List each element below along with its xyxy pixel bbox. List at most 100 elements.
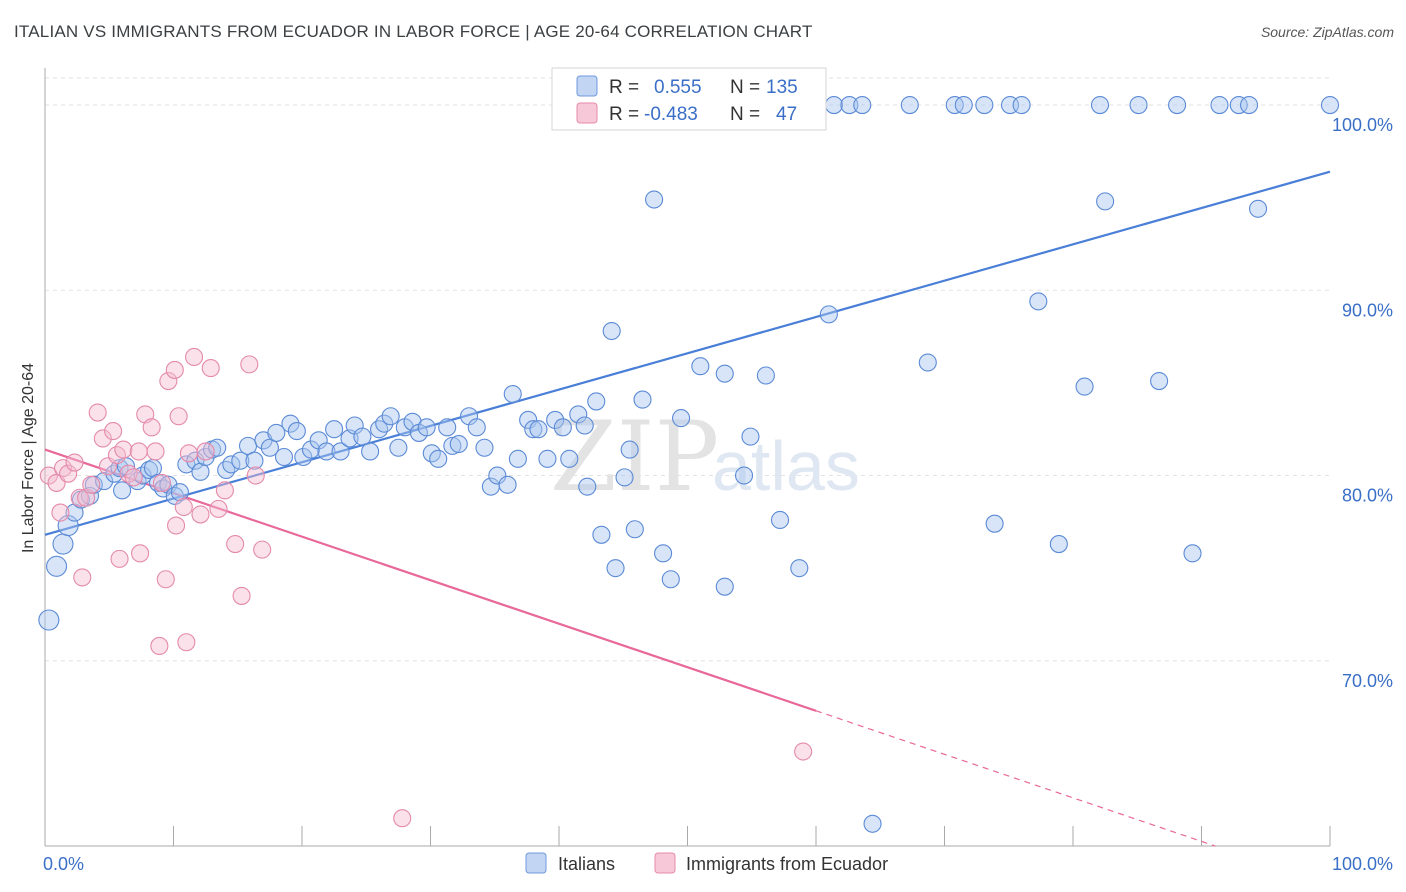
point-italians: [403, 412, 422, 431]
legend-bottom-italians-label: Italians: [558, 854, 615, 874]
legend-top: R = 0.555 N = 135 R = -0.483 N = 47: [551, 67, 827, 131]
point-italians: [1210, 95, 1229, 115]
point-italians: [443, 436, 462, 455]
legend-ecuador-r-value: -0.483: [644, 104, 698, 125]
point-italians: [186, 451, 205, 470]
point-italians: [245, 451, 264, 470]
point-italians: [578, 477, 597, 496]
point-ecuador: [110, 549, 129, 568]
point-ecuador: [150, 636, 169, 655]
point-italians: [301, 440, 321, 459]
point-italians: [633, 390, 652, 409]
point-italians: [553, 418, 572, 437]
trend-line-ecuador: [44, 448, 817, 712]
point-italians: [170, 483, 189, 502]
point-ecuador: [246, 466, 265, 485]
point-italians: [840, 95, 859, 115]
point-ecuador: [129, 442, 148, 461]
point-italians: [389, 438, 408, 457]
point-italians: [587, 392, 606, 411]
point-italians: [819, 305, 838, 324]
point-italians: [1229, 95, 1248, 115]
chart-title: ITALIAN VS IMMIGRANTS FROM ECUADOR IN LA…: [14, 22, 813, 41]
point-italians: [325, 420, 344, 439]
point-italians: [592, 525, 611, 544]
point-italians: [475, 438, 494, 457]
point-italians: [620, 440, 639, 459]
point-italians: [449, 434, 468, 454]
point-ecuador: [39, 466, 58, 485]
point-ecuador: [70, 488, 89, 507]
legend-italians-r-label: R =: [609, 77, 639, 98]
legend-bottom-italians-swatch: [525, 852, 547, 874]
point-italians: [317, 442, 336, 461]
point-italians: [625, 520, 644, 539]
point-italians: [853, 95, 872, 115]
point-ecuador: [114, 440, 133, 459]
point-italians: [1075, 377, 1094, 396]
point-ecuador: [51, 503, 70, 522]
point-italians: [52, 533, 74, 555]
point-italians: [287, 422, 306, 441]
chart-source: Source: ZipAtlas.com: [1260, 24, 1394, 40]
y-tick-label: 100.0%: [1332, 115, 1393, 135]
x-tick-label-start: 0.0%: [43, 854, 84, 874]
point-ecuador: [156, 570, 175, 589]
trend-lines: [44, 170, 1331, 847]
point-italians: [381, 407, 400, 426]
point-italians: [975, 95, 994, 115]
legend-bottom: Italians Immigrants from Ecuador: [525, 852, 888, 874]
legend-ecuador-r-label: R =: [609, 104, 639, 125]
y-axis-label: In Labor Force | Age 20-64: [20, 363, 37, 553]
point-italians: [1012, 95, 1031, 115]
point-ecuador: [253, 540, 272, 559]
legend-bottom-ecuador-swatch: [654, 852, 676, 874]
point-italians: [331, 442, 350, 461]
point-italians: [267, 423, 286, 442]
point-ecuador: [82, 475, 101, 494]
point-italians: [734, 466, 754, 485]
point-italians: [606, 559, 625, 578]
point-italians: [113, 481, 132, 500]
point-italians: [1239, 95, 1259, 115]
point-italians: [429, 449, 448, 468]
point-italians: [294, 447, 313, 467]
point-italians: [691, 357, 710, 376]
point-italians: [508, 449, 527, 468]
point-ecuador: [196, 442, 215, 461]
trend-line-italians: [44, 170, 1331, 536]
point-italians: [1248, 199, 1268, 218]
point-italians: [375, 414, 394, 433]
point-ecuador: [201, 359, 220, 378]
point-italians: [1090, 95, 1110, 115]
point-italians: [467, 418, 486, 437]
legend-italians-r-value: 0.555: [654, 77, 702, 98]
point-italians: [741, 427, 760, 446]
axis-ticks: 70.0% 80.0% 90.0% 100.0% 0.0% 100.0%: [43, 115, 1393, 874]
point-italians: [569, 405, 588, 424]
point-italians: [715, 364, 734, 383]
point-ecuador: [124, 468, 143, 487]
point-italians: [222, 455, 241, 474]
point-italians: [654, 544, 673, 563]
point-italians: [1096, 192, 1115, 211]
point-italians: [1029, 292, 1048, 311]
point-italians: [602, 321, 621, 341]
point-italians: [770, 510, 790, 530]
point-italians: [353, 427, 372, 446]
point-ecuador: [146, 442, 165, 461]
point-ecuador: [794, 742, 813, 761]
point-italians: [417, 418, 436, 437]
point-italians: [503, 384, 522, 404]
point-italians: [274, 447, 294, 467]
legend-bottom-ecuador-label: Immigrants from Ecuador: [686, 854, 888, 874]
point-italians: [538, 449, 557, 468]
point-ecuador: [93, 429, 112, 448]
point-italians: [488, 466, 507, 485]
point-italians: [900, 95, 919, 115]
legend-ecuador-n-label: N =: [730, 104, 760, 125]
trend-line-ecuador-extension: [815, 710, 1216, 847]
point-italians: [46, 555, 68, 577]
point-italians: [529, 420, 548, 439]
point-ecuador: [159, 372, 178, 391]
